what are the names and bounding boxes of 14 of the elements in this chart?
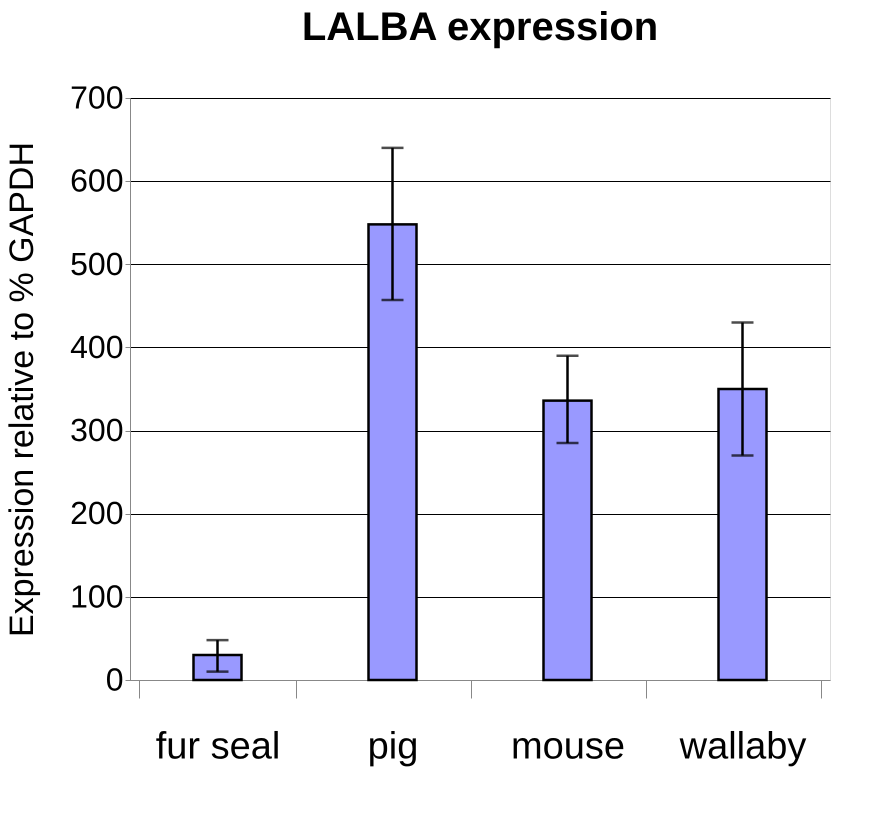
x-tick-label: wallaby — [678, 726, 806, 768]
y-tick-label: 200 — [70, 495, 124, 532]
y-tick-label: 300 — [70, 412, 124, 448]
y-axis-title: Expression relative to % GAPDH — [3, 142, 42, 638]
y-tick-label: 0 — [106, 662, 124, 698]
y-tick-label: 100 — [70, 578, 124, 614]
x-tick-label: mouse — [510, 726, 626, 768]
y-tick-label: 500 — [70, 246, 124, 282]
x-tick-label: pig — [368, 726, 418, 768]
y-tick-label: 600 — [70, 162, 124, 199]
x-tick-label: fur seal — [156, 726, 280, 768]
chart-title: LALBA expression — [302, 5, 658, 49]
y-tick-label: 400 — [70, 328, 124, 365]
y-tick-label: 700 — [70, 80, 124, 116]
